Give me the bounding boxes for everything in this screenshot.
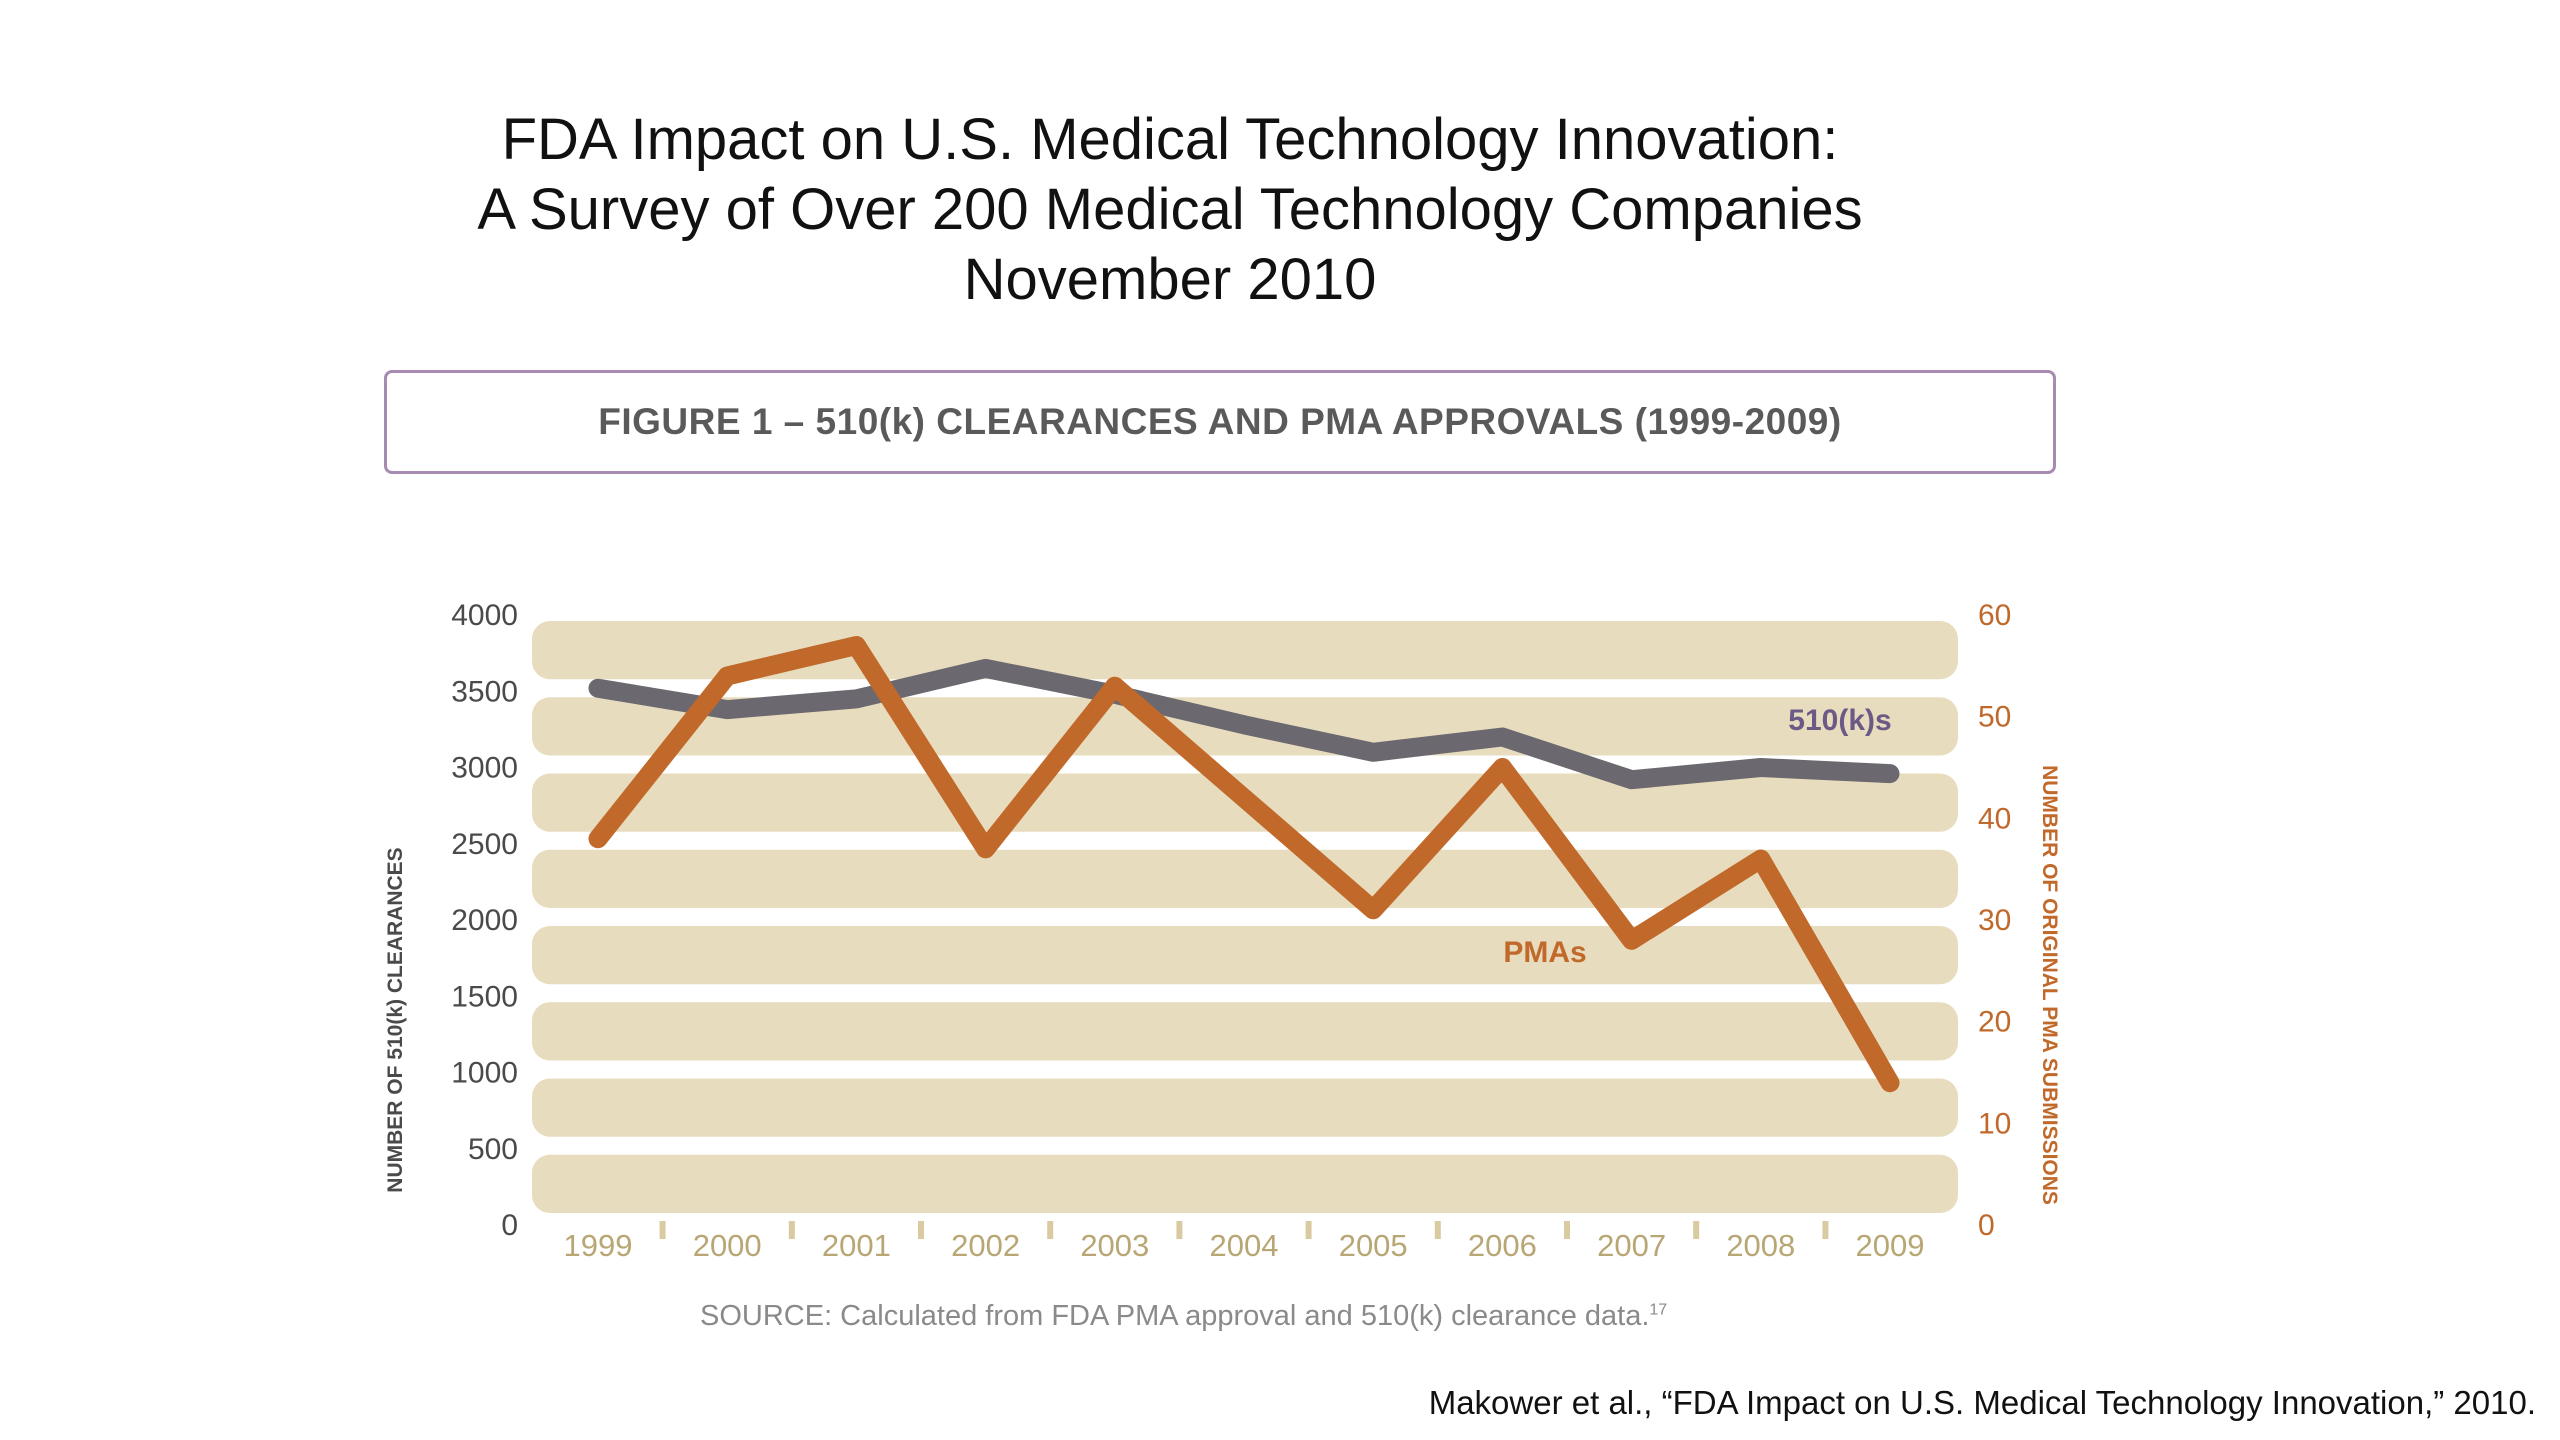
right-tick-label: 20 xyxy=(1978,1006,2011,1039)
point-pma xyxy=(726,675,728,677)
right-tick-label: 30 xyxy=(1978,904,2011,937)
title-line-2: A Survey of Over 200 Medical Technology … xyxy=(477,177,1863,242)
chart-bands xyxy=(532,621,1958,1213)
point-510k xyxy=(1243,724,1245,726)
title-line-3: November 2010 xyxy=(963,247,1377,312)
source-ref: 17 xyxy=(1649,1301,1668,1319)
citation: Makower et al., “FDA Impact on U.S. Medi… xyxy=(1428,1384,2536,1421)
point-pma xyxy=(597,838,599,840)
x-tick-label: 2001 xyxy=(822,1228,891,1263)
series-label-pma: PMAs xyxy=(1503,936,1586,969)
x-tick-mark xyxy=(1434,1221,1441,1239)
x-tick-label: 2003 xyxy=(1080,1228,1149,1263)
chart-band xyxy=(532,1078,1958,1137)
x-tick-mark xyxy=(1564,1221,1570,1239)
point-510k xyxy=(597,687,599,689)
x-tick-label: 1999 xyxy=(564,1228,633,1263)
source-text: SOURCE: Calculated from FDA PMA approval… xyxy=(700,1300,1650,1332)
chart-band xyxy=(532,926,1958,985)
x-tick-label: 2002 xyxy=(951,1228,1020,1263)
point-510k xyxy=(985,667,987,669)
x-tick-mark xyxy=(1693,1221,1700,1239)
point-pma xyxy=(1372,909,1374,911)
series-line-pma xyxy=(588,636,1900,1093)
x-tick-mark xyxy=(1305,1221,1312,1239)
right-tick-label: 40 xyxy=(1978,802,2011,835)
point-510k xyxy=(855,698,857,700)
x-tick-mark xyxy=(1822,1221,1829,1239)
chart-band xyxy=(532,621,1958,680)
x-tick-label: 2004 xyxy=(1210,1228,1279,1263)
right-tick-label: 0 xyxy=(1978,1209,1995,1242)
x-tick-mark xyxy=(1047,1221,1054,1239)
point-pma xyxy=(1889,1082,1891,1084)
title-line-1: FDA Impact on U.S. Medical Technology In… xyxy=(501,107,1839,172)
source-note: SOURCE: Calculated from FDA PMA approval… xyxy=(700,1300,1750,1333)
point-510k xyxy=(1501,736,1503,738)
slide-title: FDA Impact on U.S. Medical Technology In… xyxy=(0,105,2340,315)
x-tick-mark xyxy=(788,1221,795,1239)
x-tick-mark xyxy=(1176,1221,1183,1239)
x-tick-label: 2006 xyxy=(1468,1228,1537,1263)
right-axis-label: NUMBER OF ORIGINAL PMA SUBMISSIONS xyxy=(2038,765,2061,1205)
left-tick-label: 500 xyxy=(468,1133,518,1166)
left-tick-label: 3000 xyxy=(451,752,518,785)
figure-heading-box: FIGURE 1 – 510(k) CLEARANCES AND PMA APP… xyxy=(384,370,2056,474)
left-axis-ticks: 0 500 1000 1500 2000 2500 3000 3500 4000 xyxy=(451,599,518,1242)
figure-heading: FIGURE 1 – 510(k) CLEARANCES AND PMA APP… xyxy=(598,401,1842,442)
point-510k xyxy=(1631,779,1633,781)
right-tick-label: 50 xyxy=(1978,701,2011,734)
point-510k xyxy=(726,709,728,711)
x-tick-label: 2009 xyxy=(1856,1228,1925,1263)
point-pma xyxy=(985,848,987,850)
point-pma xyxy=(1243,797,1245,799)
x-tick-label: 2008 xyxy=(1726,1228,1795,1263)
point-pma xyxy=(855,645,857,647)
left-tick-label: 2500 xyxy=(451,828,518,861)
right-tick-label: 60 xyxy=(1978,599,2011,632)
point-pma xyxy=(1114,685,1116,687)
left-tick-label: 1500 xyxy=(451,980,518,1013)
left-tick-label: 1000 xyxy=(451,1057,518,1090)
point-510k xyxy=(1372,751,1374,753)
series-lines xyxy=(588,636,1900,1093)
x-tick-mark xyxy=(918,1221,924,1239)
left-axis-label: NUMBER OF 510(k) CLEARANCES xyxy=(384,847,407,1192)
x-tick-label: 2000 xyxy=(693,1228,762,1263)
x-tick-label: 2005 xyxy=(1339,1228,1408,1263)
point-pma xyxy=(1631,939,1633,941)
x-axis-ticks: 1999 2000 2001 2002 2003 2004 2005 2006 2007 2008… xyxy=(564,1221,1925,1263)
left-tick-label: 2000 xyxy=(451,904,518,937)
left-tick-label: 0 xyxy=(501,1209,518,1242)
chart-band xyxy=(532,1154,1958,1213)
point-510k xyxy=(1760,767,1762,769)
point-510k xyxy=(1889,773,1891,775)
x-tick-mark xyxy=(659,1221,666,1239)
right-axis-ticks: 0 10 20 30 40 50 60 xyxy=(1978,599,2011,1242)
point-pma xyxy=(1760,858,1762,860)
chart-band xyxy=(532,1002,1958,1061)
left-tick-label: 4000 xyxy=(451,599,518,632)
right-tick-label: 10 xyxy=(1978,1107,2011,1140)
left-tick-label: 3500 xyxy=(451,675,518,708)
series-label-510k: 510(k)s xyxy=(1788,704,1891,737)
point-pma xyxy=(1501,767,1503,769)
x-tick-label: 2007 xyxy=(1597,1228,1666,1263)
series-line-510k xyxy=(588,658,1900,790)
